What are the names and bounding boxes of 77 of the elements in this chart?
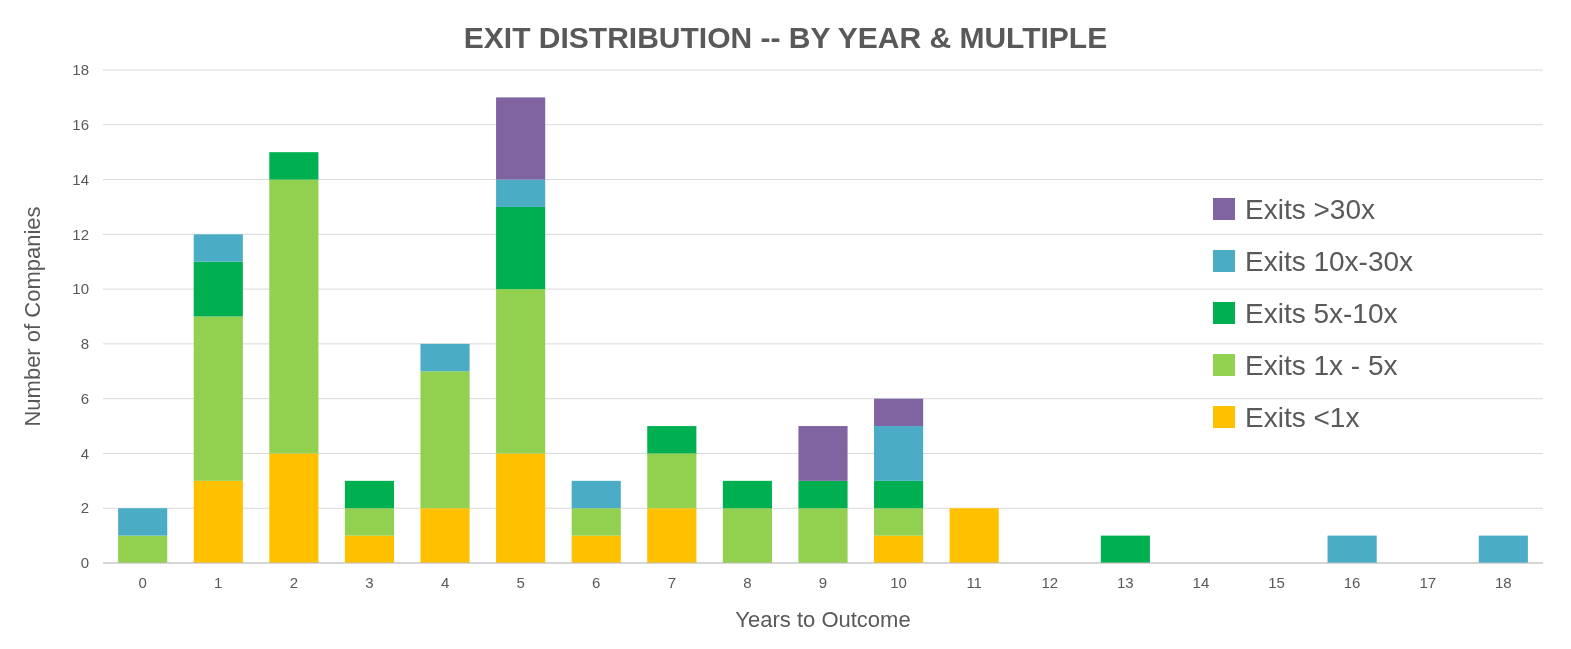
bar bbox=[193, 234, 243, 262]
bar bbox=[496, 289, 546, 454]
y-tick-label: 6 bbox=[80, 389, 89, 407]
x-tick-label: 12 bbox=[1041, 574, 1059, 591]
x-tick-label: 8 bbox=[743, 574, 752, 591]
legend-label: Exits 10x-30x bbox=[1245, 245, 1414, 277]
bar bbox=[269, 179, 319, 454]
bar bbox=[647, 508, 697, 563]
bar bbox=[874, 535, 924, 563]
bar bbox=[496, 206, 546, 290]
x-tick-label: 11 bbox=[966, 574, 982, 591]
bar bbox=[118, 535, 168, 563]
bar bbox=[420, 371, 470, 509]
y-tick-label: 10 bbox=[72, 280, 89, 298]
bar bbox=[722, 508, 772, 563]
y-tick-label: 4 bbox=[80, 444, 89, 462]
x-tick-label: 7 bbox=[667, 574, 676, 591]
bar bbox=[344, 508, 395, 536]
bar bbox=[571, 508, 621, 536]
y-tick-label: 0 bbox=[80, 554, 89, 572]
bar bbox=[571, 480, 621, 509]
bar bbox=[344, 480, 395, 509]
bar bbox=[193, 316, 243, 481]
x-tick-label: 9 bbox=[818, 574, 828, 591]
x-tick-label: 2 bbox=[289, 574, 299, 591]
bar bbox=[1327, 535, 1377, 563]
bar bbox=[269, 152, 319, 180]
bar bbox=[647, 426, 697, 454]
bar bbox=[496, 179, 546, 207]
bar bbox=[420, 508, 470, 563]
bar bbox=[193, 261, 243, 317]
bar bbox=[722, 480, 772, 509]
bar bbox=[269, 453, 319, 563]
bar bbox=[874, 480, 924, 509]
bar bbox=[798, 480, 848, 509]
x-tick-label: 10 bbox=[890, 574, 907, 591]
x-axis-title: Years to Outcome bbox=[735, 607, 911, 632]
x-tick-label: 4 bbox=[440, 574, 450, 591]
bar bbox=[496, 97, 546, 180]
bar bbox=[874, 398, 924, 427]
y-tick-label: 18 bbox=[72, 61, 89, 79]
y-tick-label: 16 bbox=[72, 116, 89, 134]
x-tick-label: 18 bbox=[1494, 574, 1512, 591]
x-tick-label: 1 bbox=[214, 574, 223, 591]
y-tick-label: 12 bbox=[72, 225, 89, 243]
bar bbox=[571, 535, 621, 563]
y-tick-label: 14 bbox=[72, 170, 89, 188]
bar bbox=[496, 453, 546, 563]
x-tick-label: 16 bbox=[1343, 574, 1361, 591]
bar bbox=[874, 508, 924, 536]
bar bbox=[118, 508, 168, 536]
x-tick-label: 15 bbox=[1268, 574, 1285, 591]
bar bbox=[1100, 535, 1150, 563]
chart-title: EXIT DISTRIBUTION -- BY YEAR & MULTIPLE bbox=[463, 21, 1108, 54]
legend-label: Exits 1x - 5x bbox=[1245, 349, 1398, 381]
bar bbox=[344, 535, 395, 563]
bar bbox=[798, 508, 848, 563]
x-tick-label: 14 bbox=[1192, 574, 1210, 591]
bar bbox=[647, 453, 697, 509]
bar bbox=[420, 343, 470, 372]
x-tick-label: 6 bbox=[592, 574, 601, 591]
legend-label: Exits <1x bbox=[1245, 401, 1360, 433]
bar bbox=[874, 426, 924, 481]
legend-label: Exits >30x bbox=[1245, 193, 1375, 225]
bar bbox=[949, 508, 999, 563]
x-tick-label: 17 bbox=[1419, 574, 1437, 591]
x-tick-label: 5 bbox=[516, 574, 525, 591]
bar bbox=[193, 480, 243, 563]
y-tick-label: 8 bbox=[80, 335, 89, 353]
legend-label: Exits 5x-10x bbox=[1245, 297, 1398, 329]
x-tick-label: 13 bbox=[1117, 574, 1134, 591]
y-tick-label: 2 bbox=[80, 499, 89, 517]
bar bbox=[1478, 535, 1528, 563]
x-tick-label: 3 bbox=[365, 574, 374, 591]
bar bbox=[798, 426, 848, 481]
y-axis-title: Number of Companies bbox=[20, 206, 45, 427]
x-tick-label: 0 bbox=[138, 574, 147, 591]
